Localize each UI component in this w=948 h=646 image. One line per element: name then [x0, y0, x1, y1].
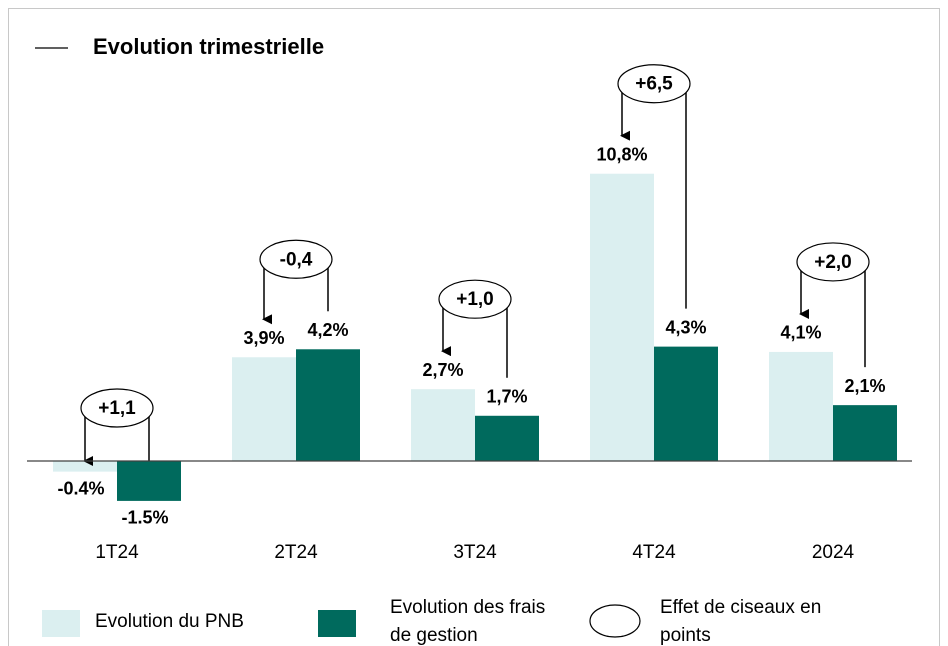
frame	[8, 8, 940, 646]
bar	[654, 346, 718, 461]
value-label: -1.5%	[121, 508, 168, 528]
bar	[53, 461, 117, 472]
bar	[117, 461, 181, 501]
bar	[590, 173, 654, 461]
scissor-ellipse	[796, 242, 870, 282]
value-label: 4,1%	[780, 323, 821, 343]
legend-label: Evolution des frais de gestion	[390, 597, 546, 646]
scissor-ellipse	[438, 279, 512, 319]
x-tick-label: 2T24	[274, 542, 318, 563]
scissor-label: -0,4	[280, 249, 313, 270]
value-label: 2,1%	[844, 376, 885, 396]
bar	[833, 405, 897, 461]
scissor-ellipse	[617, 64, 691, 104]
bar	[296, 349, 360, 461]
bar	[411, 389, 475, 461]
value-label: -0.4%	[57, 478, 104, 498]
value-label: 2,7%	[422, 360, 463, 380]
value-label: 4,3%	[665, 317, 706, 337]
legend-label: Evolution du PNB	[95, 611, 244, 632]
chart-title: Evolution trimestrielle	[93, 34, 324, 59]
legend-swatch	[318, 610, 356, 637]
bar	[475, 415, 539, 461]
legend-swatch	[42, 610, 80, 637]
x-tick-label: 3T24	[453, 542, 497, 563]
value-label: 3,9%	[243, 328, 284, 348]
value-label: 4,2%	[307, 320, 348, 340]
scissor-label: +6,5	[635, 74, 673, 95]
scissor-ellipse	[80, 388, 154, 428]
scissor-label: +2,0	[814, 252, 852, 273]
scissor-ellipse	[259, 239, 333, 279]
bar	[232, 357, 296, 461]
scissor-label: +1,0	[456, 289, 494, 310]
scissor-label: +1,1	[98, 398, 136, 419]
bar	[769, 351, 833, 461]
value-label: 1,7%	[486, 387, 527, 407]
x-tick-label: 2024	[812, 542, 855, 563]
x-tick-label: 1T24	[95, 542, 139, 563]
legend-label: Effet de ciseaux en points	[660, 597, 822, 646]
value-label: 10,8%	[596, 144, 647, 164]
x-tick-label: 4T24	[632, 542, 676, 563]
